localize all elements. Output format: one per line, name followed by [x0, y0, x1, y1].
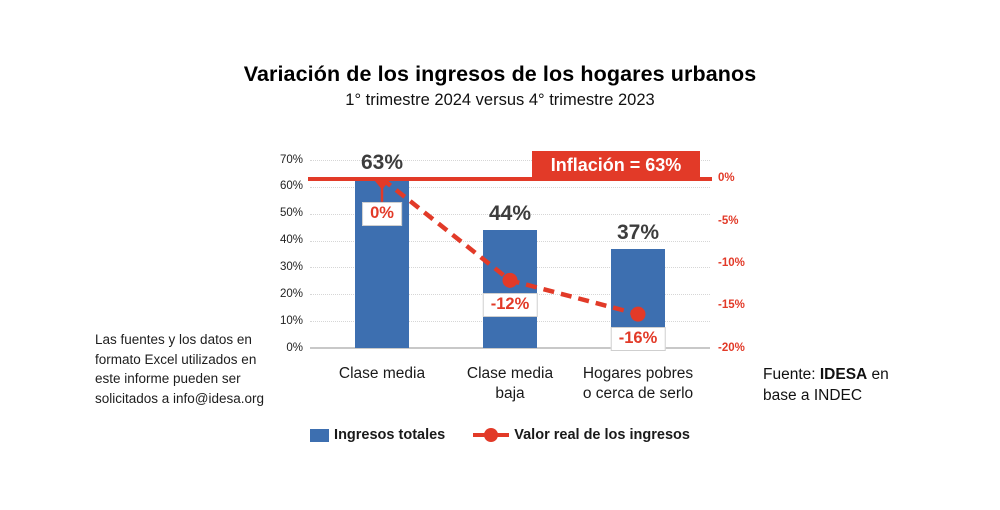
point-value-label: -12%: [482, 293, 538, 318]
axis-tick-right: -10%: [718, 256, 745, 269]
axis-tick-left: 60%: [279, 180, 303, 193]
axis-tick-left: 30%: [279, 260, 303, 273]
bar-series-swatch-icon: [310, 428, 330, 442]
chart-subtitle: 1° trimestre 2024 versus 4° trimestre 20…: [345, 91, 655, 109]
footnote-line: solicitados a info@idesa.org: [95, 391, 265, 407]
source-org: IDESA: [819, 366, 868, 383]
bar-value-label: 37%: [616, 220, 660, 244]
legend: Ingresos totales Valor real de los ingre…: [0, 427, 1000, 443]
axis-tick-right: 0%: [718, 172, 735, 185]
footnote-line: Las fuentes y los datos en: [95, 332, 252, 347]
axis-tick-left: 20%: [279, 287, 303, 300]
source-line1: Fuente: IDESA en: [763, 366, 889, 383]
axis-tick-left: 50%: [279, 207, 303, 220]
x-axis-line: [310, 347, 710, 349]
chart-title: Variación de los ingresos de los hogares…: [243, 62, 757, 86]
inflation-annotation: Inflación = 63%: [532, 151, 700, 180]
legend-label-bars: Ingresos totales: [334, 427, 446, 443]
data-point-marker: [374, 179, 390, 190]
trend-line-layer: [374, 177, 646, 322]
axis-tick-left: 10%: [279, 314, 303, 327]
bar-value-label: 44%: [488, 201, 532, 225]
legend-label-line: Valor real de los ingresos: [514, 427, 690, 443]
axis-tick-left: 40%: [279, 234, 303, 247]
inflation-line: [308, 176, 712, 181]
legend-item-bars: Ingresos totales: [310, 427, 445, 443]
source-line2: base a INDEC: [763, 386, 863, 404]
axis-tick-right: -15%: [718, 299, 745, 312]
bar: [483, 229, 537, 348]
plot-area: Inflación = 63% 0% 10% 20% 30% 40% 50% 60% 70% 0…: [280, 151, 745, 403]
category-label: Hogares pobres o cerca de serlo: [582, 365, 694, 403]
data-point-marker: [630, 306, 646, 322]
source-note: Fuente: IDESA en base a INDEC: [763, 365, 889, 406]
axis-tick-left: 0%: [286, 341, 303, 354]
point-value-label: -16%: [610, 327, 666, 352]
gridline: [310, 186, 710, 188]
gridline: [310, 160, 710, 161]
point-value-label: 0%: [362, 201, 402, 226]
axis-tick-right: -5%: [718, 214, 739, 227]
gridline: [310, 213, 710, 215]
axis-tick-right: -20%: [718, 341, 745, 354]
footnote-line: este informe pueden ser: [95, 371, 241, 387]
category-label: Clase media baja: [466, 365, 554, 403]
axis-tick-left: 70%: [279, 153, 303, 166]
category-label: Clase media: [338, 365, 426, 382]
line-series-marker-icon: [473, 428, 510, 442]
data-point-marker: [502, 272, 518, 288]
footnote-line: formato Excel utilizados en: [95, 351, 257, 367]
legend-item-line: Valor real de los ingresos: [473, 427, 690, 443]
bar-value-label: 63%: [360, 150, 404, 174]
footnote: Las fuentes y los datos en formato Excel…: [95, 330, 264, 409]
